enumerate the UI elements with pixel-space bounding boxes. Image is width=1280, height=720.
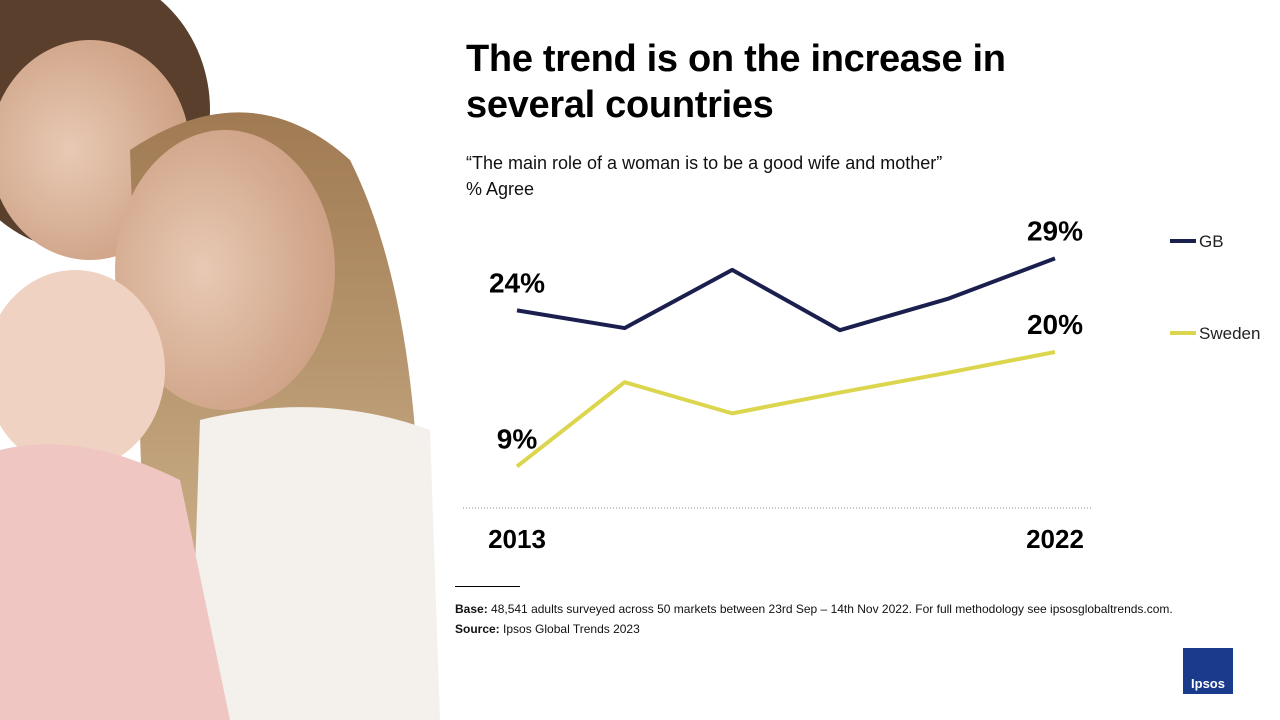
- series-line: [516, 256, 1056, 333]
- data-label: 24%: [489, 267, 545, 298]
- base-note: Base: 48,541 adults surveyed across 50 m…: [455, 602, 1173, 616]
- unit-label: % Agree: [466, 179, 535, 199]
- base-text: 48,541 adults surveyed across 50 markets…: [491, 602, 1173, 616]
- legend-label: GB: [1199, 232, 1224, 251]
- data-label: 29%: [1027, 215, 1083, 246]
- logo: Ipsos: [1183, 648, 1233, 694]
- data-label: 9%: [497, 423, 538, 454]
- data-label: 20%: [1027, 309, 1083, 340]
- x-tick-label: 2022: [1026, 524, 1084, 554]
- subtitle: “The main role of a woman is to be a goo…: [466, 153, 943, 173]
- source-text: Ipsos Global Trends 2023: [503, 622, 640, 636]
- chart-title: The trend is on the increase in several …: [466, 38, 1006, 126]
- photo: [0, 0, 440, 720]
- series-line: [515, 350, 1056, 468]
- x-tick-label: 2013: [488, 524, 546, 554]
- source-label: Source:: [455, 622, 500, 636]
- base-label: Base:: [455, 602, 488, 616]
- subtitle-block: “The main role of a woman is to be a goo…: [466, 150, 942, 202]
- footer-rule: [455, 586, 520, 587]
- source-note: Source: Ipsos Global Trends 2023: [455, 622, 640, 636]
- legend-label: Sweden: [1199, 324, 1260, 343]
